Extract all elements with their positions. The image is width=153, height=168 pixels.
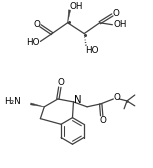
Text: OH: OH	[113, 20, 127, 29]
Text: HO: HO	[85, 46, 99, 55]
Text: O: O	[99, 116, 106, 125]
Polygon shape	[30, 103, 44, 107]
Text: OH: OH	[70, 2, 83, 11]
Text: O: O	[114, 93, 121, 102]
Text: O: O	[57, 78, 64, 87]
Text: O: O	[113, 9, 120, 18]
Text: H₂N: H₂N	[4, 97, 21, 106]
Text: HO: HO	[26, 38, 39, 47]
Text: O: O	[33, 20, 40, 29]
Text: N: N	[74, 95, 81, 105]
Polygon shape	[68, 10, 71, 23]
